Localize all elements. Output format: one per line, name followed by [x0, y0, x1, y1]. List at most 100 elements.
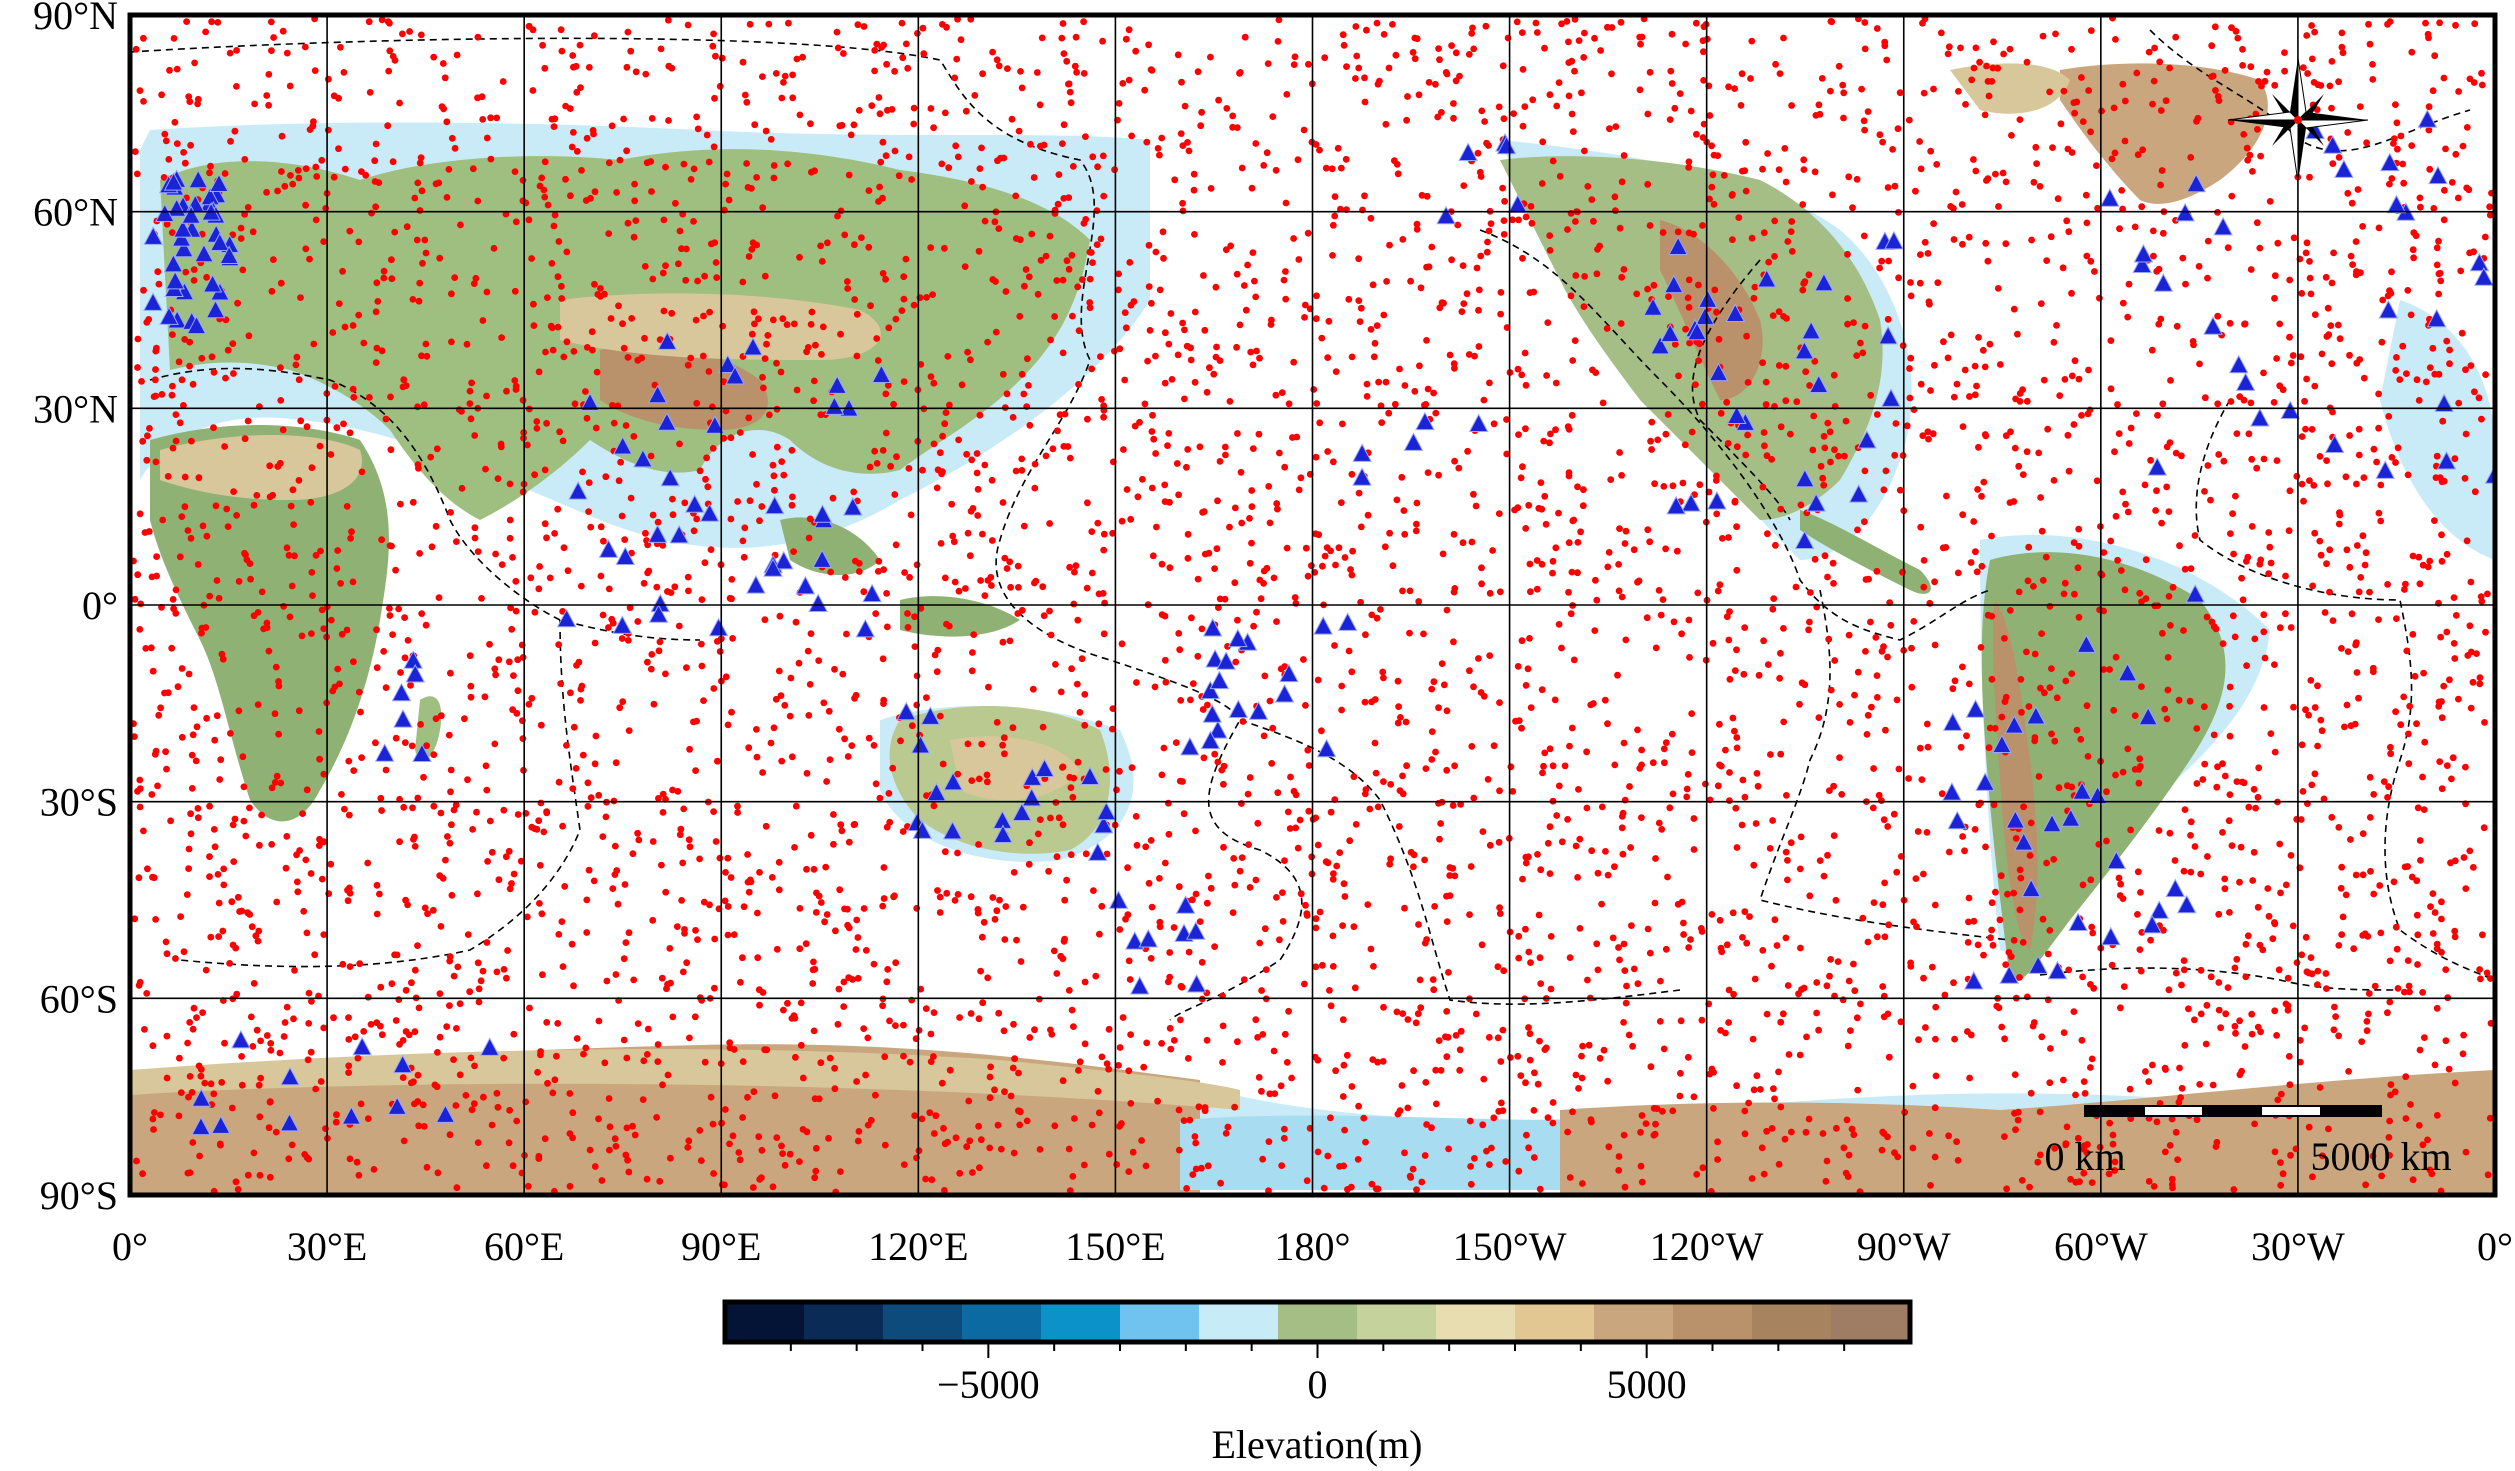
station-dot: [1082, 216, 1090, 223]
station-dot: [919, 24, 927, 32]
station-dot: [1530, 1107, 1538, 1114]
station-dot: [135, 982, 143, 989]
station-dot: [345, 757, 353, 765]
station-dot: [615, 477, 623, 485]
station-dot: [703, 454, 710, 462]
station-dot: [266, 462, 274, 470]
station-dot: [287, 502, 295, 510]
station-dot: [2250, 785, 2258, 793]
station-dot: [433, 445, 441, 453]
station-dot: [605, 624, 612, 631]
station-dot: [946, 1066, 954, 1074]
station-dot: [466, 652, 474, 660]
station-dot: [474, 94, 481, 102]
station-dot: [1120, 446, 1127, 453]
station-dot: [136, 87, 144, 94]
station-dot: [691, 1013, 699, 1021]
station-dot: [1148, 299, 1155, 307]
station-dot: [2010, 889, 2017, 897]
station-dot: [1229, 909, 1237, 916]
station-dot: [1992, 888, 1999, 896]
station-dot: [679, 859, 687, 867]
station-dot: [246, 804, 253, 812]
station-dot: [1260, 732, 1268, 740]
station-dot: [1264, 60, 1272, 67]
station-dot: [2356, 103, 2364, 110]
station-dot: [1765, 258, 1773, 266]
station-dot: [761, 272, 769, 280]
station-dot: [675, 622, 683, 630]
station-dot: [1281, 663, 1289, 670]
station-dot: [290, 1015, 297, 1023]
station-dot: [1067, 99, 1075, 107]
station-dot: [213, 577, 221, 584]
station-dot: [1870, 899, 1878, 906]
station-dot: [2438, 785, 2446, 793]
station-dot: [158, 391, 166, 398]
station-dot: [778, 1142, 785, 1150]
station-dot: [2251, 1120, 2259, 1128]
station-dot: [1367, 945, 1375, 953]
station-dot: [1411, 55, 1419, 63]
station-dot: [1612, 207, 1619, 215]
station-dot: [2363, 1018, 2371, 1025]
station-dot: [1339, 1093, 1347, 1100]
station-dot: [1692, 19, 1700, 27]
station-dot: [1066, 1187, 1074, 1194]
station-dot: [283, 49, 291, 57]
station-dot: [781, 1161, 789, 1169]
station-dot: [208, 353, 216, 361]
station-dot: [2390, 878, 2398, 886]
station-dot: [2408, 142, 2416, 150]
station-dot: [546, 574, 554, 582]
station-dot: [373, 344, 381, 352]
station-dot: [2353, 542, 2361, 549]
station-dot: [802, 940, 810, 948]
station-dot: [1115, 100, 1123, 107]
station-dot: [2039, 576, 2047, 584]
station-dot: [975, 775, 983, 783]
station-dot: [1568, 110, 1576, 118]
station-dot: [1495, 103, 1503, 111]
station-dot: [886, 1017, 893, 1025]
station-dot: [1438, 660, 1446, 667]
station-dot: [152, 747, 160, 755]
station-dot: [1925, 298, 1933, 306]
station-dot: [1342, 155, 1350, 163]
station-dot: [706, 901, 713, 909]
station-dot: [860, 588, 868, 596]
station-dot: [1832, 896, 1840, 904]
station-dot: [583, 414, 591, 422]
station-dot: [2429, 890, 2437, 897]
station-dot: [1688, 710, 1696, 717]
station-dot: [1638, 746, 1645, 754]
station-dot: [698, 662, 706, 670]
station-dot: [1314, 1056, 1322, 1064]
station-dot: [1105, 1025, 1113, 1033]
station-dot: [339, 960, 347, 968]
station-dot: [134, 571, 142, 579]
station-dot: [1668, 730, 1676, 738]
station-dot: [151, 1109, 158, 1116]
station-dot: [161, 130, 169, 138]
station-dot: [660, 307, 668, 315]
station-dot: [1215, 96, 1222, 104]
station-dot: [1471, 352, 1478, 360]
station-dot: [445, 731, 453, 739]
station-dot: [1231, 881, 1239, 889]
station-dot: [595, 1115, 602, 1123]
station-dot: [1931, 1153, 1939, 1161]
station-dot: [1927, 387, 1934, 394]
station-dot: [268, 841, 276, 848]
station-dot: [1040, 612, 1048, 620]
station-dot: [1906, 394, 1914, 402]
station-dot: [1363, 26, 1370, 34]
station-dot: [2110, 104, 2118, 112]
station-dot: [2041, 689, 2048, 697]
station-dot: [841, 574, 849, 581]
station-dot: [1507, 1054, 1514, 1061]
station-dot: [1472, 1010, 1480, 1018]
station-dot: [1140, 1063, 1148, 1071]
station-dot: [1393, 1008, 1401, 1016]
station-dot: [2050, 856, 2058, 863]
